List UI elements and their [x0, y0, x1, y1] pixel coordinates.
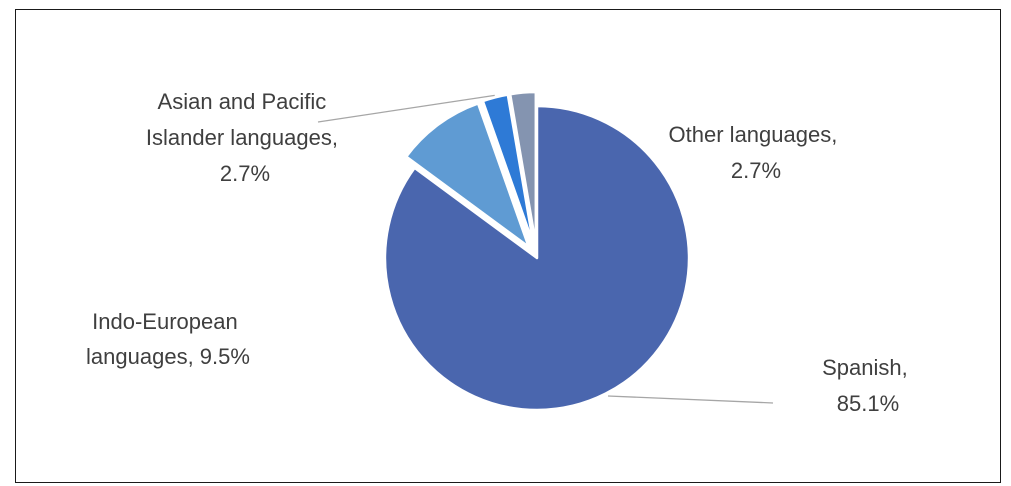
leader-line-asian-pacific-islander — [317, 94, 495, 123]
pie-slice-indo-european-languages — [405, 102, 530, 249]
leader-line-spanish — [607, 395, 774, 404]
data-label-other-languages: Other languages, 2.7% — [669, 122, 844, 183]
pie-slice-other-languages — [508, 90, 538, 246]
data-label-spanish: Spanish, 85.1% — [822, 355, 914, 416]
data-label-asian-pacific-islander: Asian and Pacific Islander languages, 2.… — [146, 89, 344, 186]
pie-slice-spanish — [383, 104, 691, 412]
leader-lines — [317, 94, 774, 404]
data-label-indo-european: Indo-European languages, 9.5% — [86, 309, 250, 369]
pie-slices — [383, 90, 691, 412]
pie-slice-asian-and-pacific-islander-languages — [481, 93, 535, 246]
